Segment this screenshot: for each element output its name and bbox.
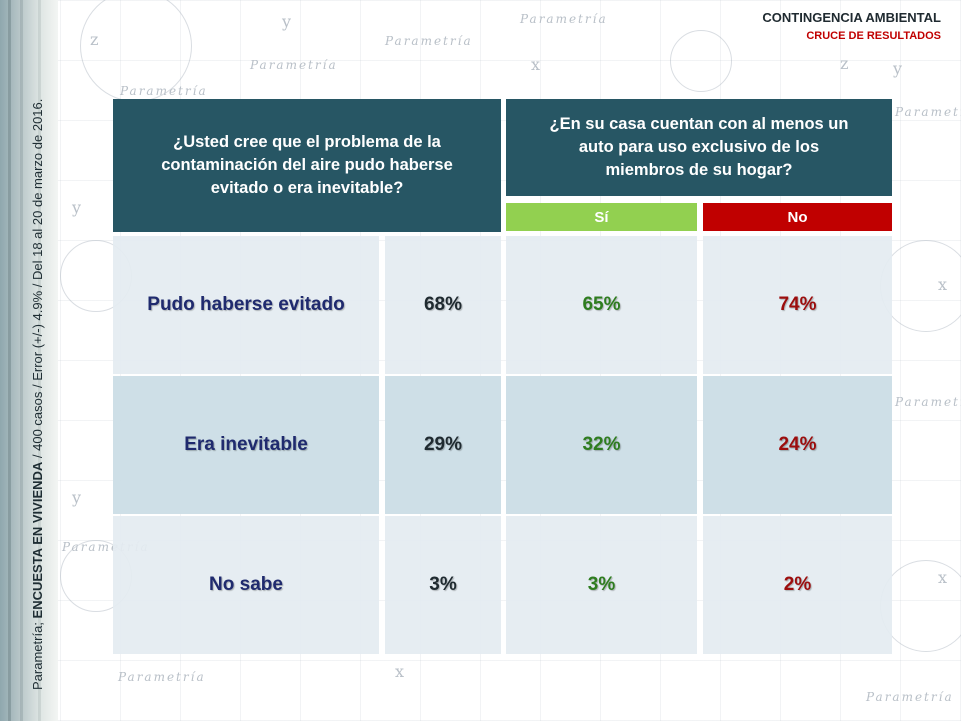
left-decorative-strip: [0, 0, 58, 721]
table-cell-no: 74%: [703, 236, 892, 374]
table-row-label: No sabe: [113, 516, 379, 654]
table-cell-total: 3%: [385, 516, 501, 654]
background-letter: y: [282, 12, 292, 31]
table-cell-si: 32%: [506, 376, 697, 514]
background-watermark: Parametría: [895, 395, 961, 409]
background-letter: x: [938, 568, 948, 587]
column-header-si: Sí: [506, 203, 697, 231]
background-watermark: Parametría: [250, 58, 338, 72]
value-no: 24%: [778, 434, 817, 455]
table-row-label: Era inevitable: [113, 376, 379, 514]
background-circle: [880, 560, 961, 652]
background-letter: y: [893, 59, 903, 78]
background-letter: z: [840, 54, 849, 73]
question-left-header: ¿Usted cree que el problema de la contam…: [113, 99, 501, 232]
value-total: 29%: [423, 434, 463, 455]
question-right-header: ¿En su casa cuentan con al menos un auto…: [506, 99, 892, 196]
value-si: 3%: [587, 574, 616, 595]
row-label-text: Era inevitable: [184, 434, 308, 455]
value-no: 74%: [778, 294, 817, 315]
value-no: 2%: [783, 574, 812, 595]
column-header-no-label: No: [787, 208, 808, 226]
source-note-prefix: Parametría;: [30, 618, 45, 690]
table-cell-no: 2%: [703, 516, 892, 654]
background-circle: [670, 30, 732, 92]
value-si: 65%: [582, 294, 621, 315]
background-letter: x: [395, 662, 405, 681]
background-letter: y: [72, 488, 82, 507]
background-watermark: Parametría: [895, 105, 961, 119]
source-note: Parametría; ENCUESTA EN VIVIENDA / 400 c…: [30, 99, 45, 690]
table-row-label: Pudo haberse evitado: [113, 236, 379, 374]
background-watermark: Parametría: [520, 12, 608, 26]
row-label-text: Pudo haberse evitado: [147, 294, 345, 315]
value-total: 3%: [429, 574, 457, 595]
question-left-text: ¿Usted cree que el problema de la contam…: [161, 133, 453, 197]
page-subtitle: CRUCE DE RESULTADOS: [806, 30, 941, 42]
background-watermark: Parametría: [866, 690, 954, 704]
row-label-text: No sabe: [209, 574, 283, 595]
column-header-no: No: [703, 203, 892, 231]
table-cell-no: 24%: [703, 376, 892, 514]
background-letter: z: [90, 30, 99, 49]
background-letter: x: [531, 55, 541, 74]
table-cell-si: 65%: [506, 236, 697, 374]
value-total: 68%: [423, 294, 463, 315]
table-cell-si: 3%: [506, 516, 697, 654]
background-letter: y: [72, 198, 82, 217]
background-circle: [880, 240, 961, 332]
background-watermark: Parametría: [118, 670, 206, 684]
table-cell-total: 68%: [385, 236, 501, 374]
background-letter: x: [938, 275, 948, 294]
source-note-survey-type: ENCUESTA EN VIVIENDA: [30, 461, 45, 619]
source-note-details: / 400 casos / Error (+/-) 4.9% / Del 18 …: [30, 98, 45, 462]
question-right-text: ¿En su casa cuentan con al menos un auto…: [549, 115, 849, 179]
value-si: 32%: [582, 434, 621, 455]
table-cell-total: 29%: [385, 376, 501, 514]
column-header-si-label: Sí: [594, 208, 609, 226]
background-watermark: Parametría: [385, 34, 473, 48]
page-title: CONTINGENCIA AMBIENTAL: [762, 10, 941, 25]
background-watermark: Parametría: [120, 84, 208, 98]
